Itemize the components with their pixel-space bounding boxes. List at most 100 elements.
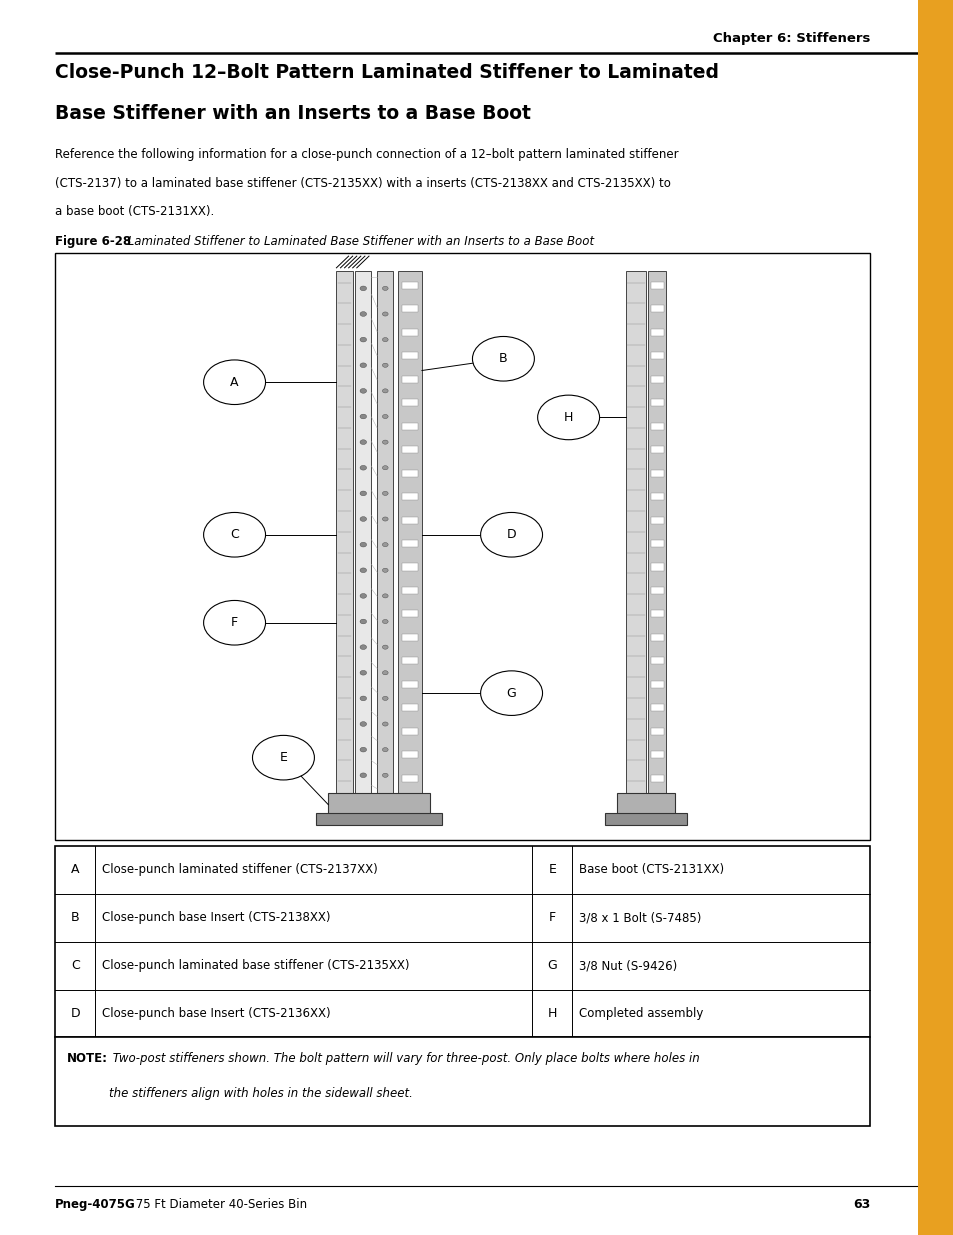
Bar	[650, 774, 663, 782]
Bar	[401, 352, 417, 359]
Circle shape	[382, 466, 388, 469]
Bar	[648, 270, 665, 793]
Circle shape	[359, 747, 366, 752]
Text: the stiffeners align with holes in the sidewall sheet.: the stiffeners align with holes in the s…	[109, 1087, 413, 1100]
Circle shape	[382, 542, 388, 547]
Bar	[401, 657, 417, 664]
Bar	[650, 399, 663, 406]
Bar	[650, 352, 663, 359]
Bar	[650, 282, 663, 289]
Circle shape	[382, 337, 388, 342]
Circle shape	[382, 620, 388, 624]
Circle shape	[382, 492, 388, 495]
Bar	[328, 793, 430, 816]
Bar	[401, 399, 417, 406]
Text: Close-punch laminated stiffener (CTS-2137XX): Close-punch laminated stiffener (CTS-213…	[102, 863, 377, 877]
Circle shape	[203, 513, 265, 557]
Circle shape	[382, 287, 388, 290]
Bar	[401, 375, 417, 383]
Bar	[315, 814, 442, 825]
Text: NOTE:: NOTE:	[67, 1052, 108, 1066]
Text: Figure 6-28: Figure 6-28	[55, 235, 132, 248]
Bar	[355, 270, 371, 793]
Circle shape	[359, 568, 366, 573]
Bar	[650, 540, 663, 547]
Bar	[401, 305, 417, 312]
Bar	[401, 634, 417, 641]
Bar	[401, 422, 417, 430]
Circle shape	[382, 773, 388, 777]
Text: A: A	[71, 863, 79, 877]
Text: Chapter 6: Stiffeners: Chapter 6: Stiffeners	[712, 32, 869, 46]
Text: G: G	[506, 687, 516, 700]
Bar	[401, 469, 417, 477]
Circle shape	[359, 414, 366, 419]
Text: (CTS-2137) to a laminated base stiffener (CTS-2135XX) with a inserts (CTS-2138XX: (CTS-2137) to a laminated base stiffener…	[55, 177, 671, 190]
Text: 75 Ft Diameter 40-Series Bin: 75 Ft Diameter 40-Series Bin	[132, 1198, 307, 1210]
Text: D: D	[71, 1007, 80, 1020]
Text: Close-punch laminated base stiffener (CTS-2135XX): Close-punch laminated base stiffener (CT…	[102, 960, 409, 972]
Bar	[55, 253, 869, 840]
Bar	[401, 587, 417, 594]
Bar	[401, 751, 417, 758]
Text: 3/8 x 1 Bolt (S-7485): 3/8 x 1 Bolt (S-7485)	[578, 911, 700, 924]
Text: a base boot (CTS-2131XX).: a base boot (CTS-2131XX).	[55, 205, 214, 219]
Bar	[650, 587, 663, 594]
Circle shape	[382, 312, 388, 316]
Circle shape	[359, 466, 366, 471]
Circle shape	[480, 513, 542, 557]
Text: B: B	[498, 352, 507, 366]
Circle shape	[359, 492, 366, 495]
Circle shape	[203, 359, 265, 405]
Circle shape	[382, 568, 388, 572]
Circle shape	[359, 697, 366, 700]
Text: D: D	[506, 529, 516, 541]
Circle shape	[359, 671, 366, 676]
Circle shape	[359, 721, 366, 726]
Circle shape	[480, 671, 542, 715]
Circle shape	[382, 722, 388, 726]
Circle shape	[382, 517, 388, 521]
Bar	[650, 329, 663, 336]
Bar	[625, 270, 645, 793]
Bar	[650, 634, 663, 641]
Circle shape	[359, 287, 366, 290]
Circle shape	[359, 645, 366, 650]
Text: Pneg-4075G: Pneg-4075G	[55, 1198, 136, 1210]
Circle shape	[382, 415, 388, 419]
Bar	[401, 680, 417, 688]
Bar	[650, 563, 663, 571]
Circle shape	[359, 389, 366, 393]
Circle shape	[359, 594, 366, 598]
Text: C: C	[71, 960, 80, 972]
Bar	[650, 446, 663, 453]
Bar	[401, 493, 417, 500]
Circle shape	[382, 389, 388, 393]
Circle shape	[359, 542, 366, 547]
Bar	[401, 610, 417, 618]
Text: C: C	[230, 529, 238, 541]
Bar	[650, 727, 663, 735]
Circle shape	[382, 747, 388, 752]
Circle shape	[472, 336, 534, 382]
Bar	[650, 751, 663, 758]
Text: E: E	[548, 863, 556, 877]
Bar	[650, 305, 663, 312]
Bar	[401, 516, 417, 524]
Bar	[650, 493, 663, 500]
Circle shape	[382, 363, 388, 367]
Text: F: F	[231, 616, 238, 630]
Bar	[401, 727, 417, 735]
Bar	[397, 270, 421, 793]
Circle shape	[382, 594, 388, 598]
Circle shape	[382, 671, 388, 674]
Text: Close-Punch 12–Bolt Pattern Laminated Stiffener to Laminated: Close-Punch 12–Bolt Pattern Laminated St…	[55, 63, 719, 82]
Circle shape	[359, 440, 366, 445]
Text: Completed assembly: Completed assembly	[578, 1007, 702, 1020]
Bar	[650, 422, 663, 430]
Circle shape	[382, 645, 388, 650]
Circle shape	[359, 337, 366, 342]
Bar	[401, 774, 417, 782]
Circle shape	[359, 363, 366, 368]
Text: 3/8 Nut (S-9426): 3/8 Nut (S-9426)	[578, 960, 677, 972]
